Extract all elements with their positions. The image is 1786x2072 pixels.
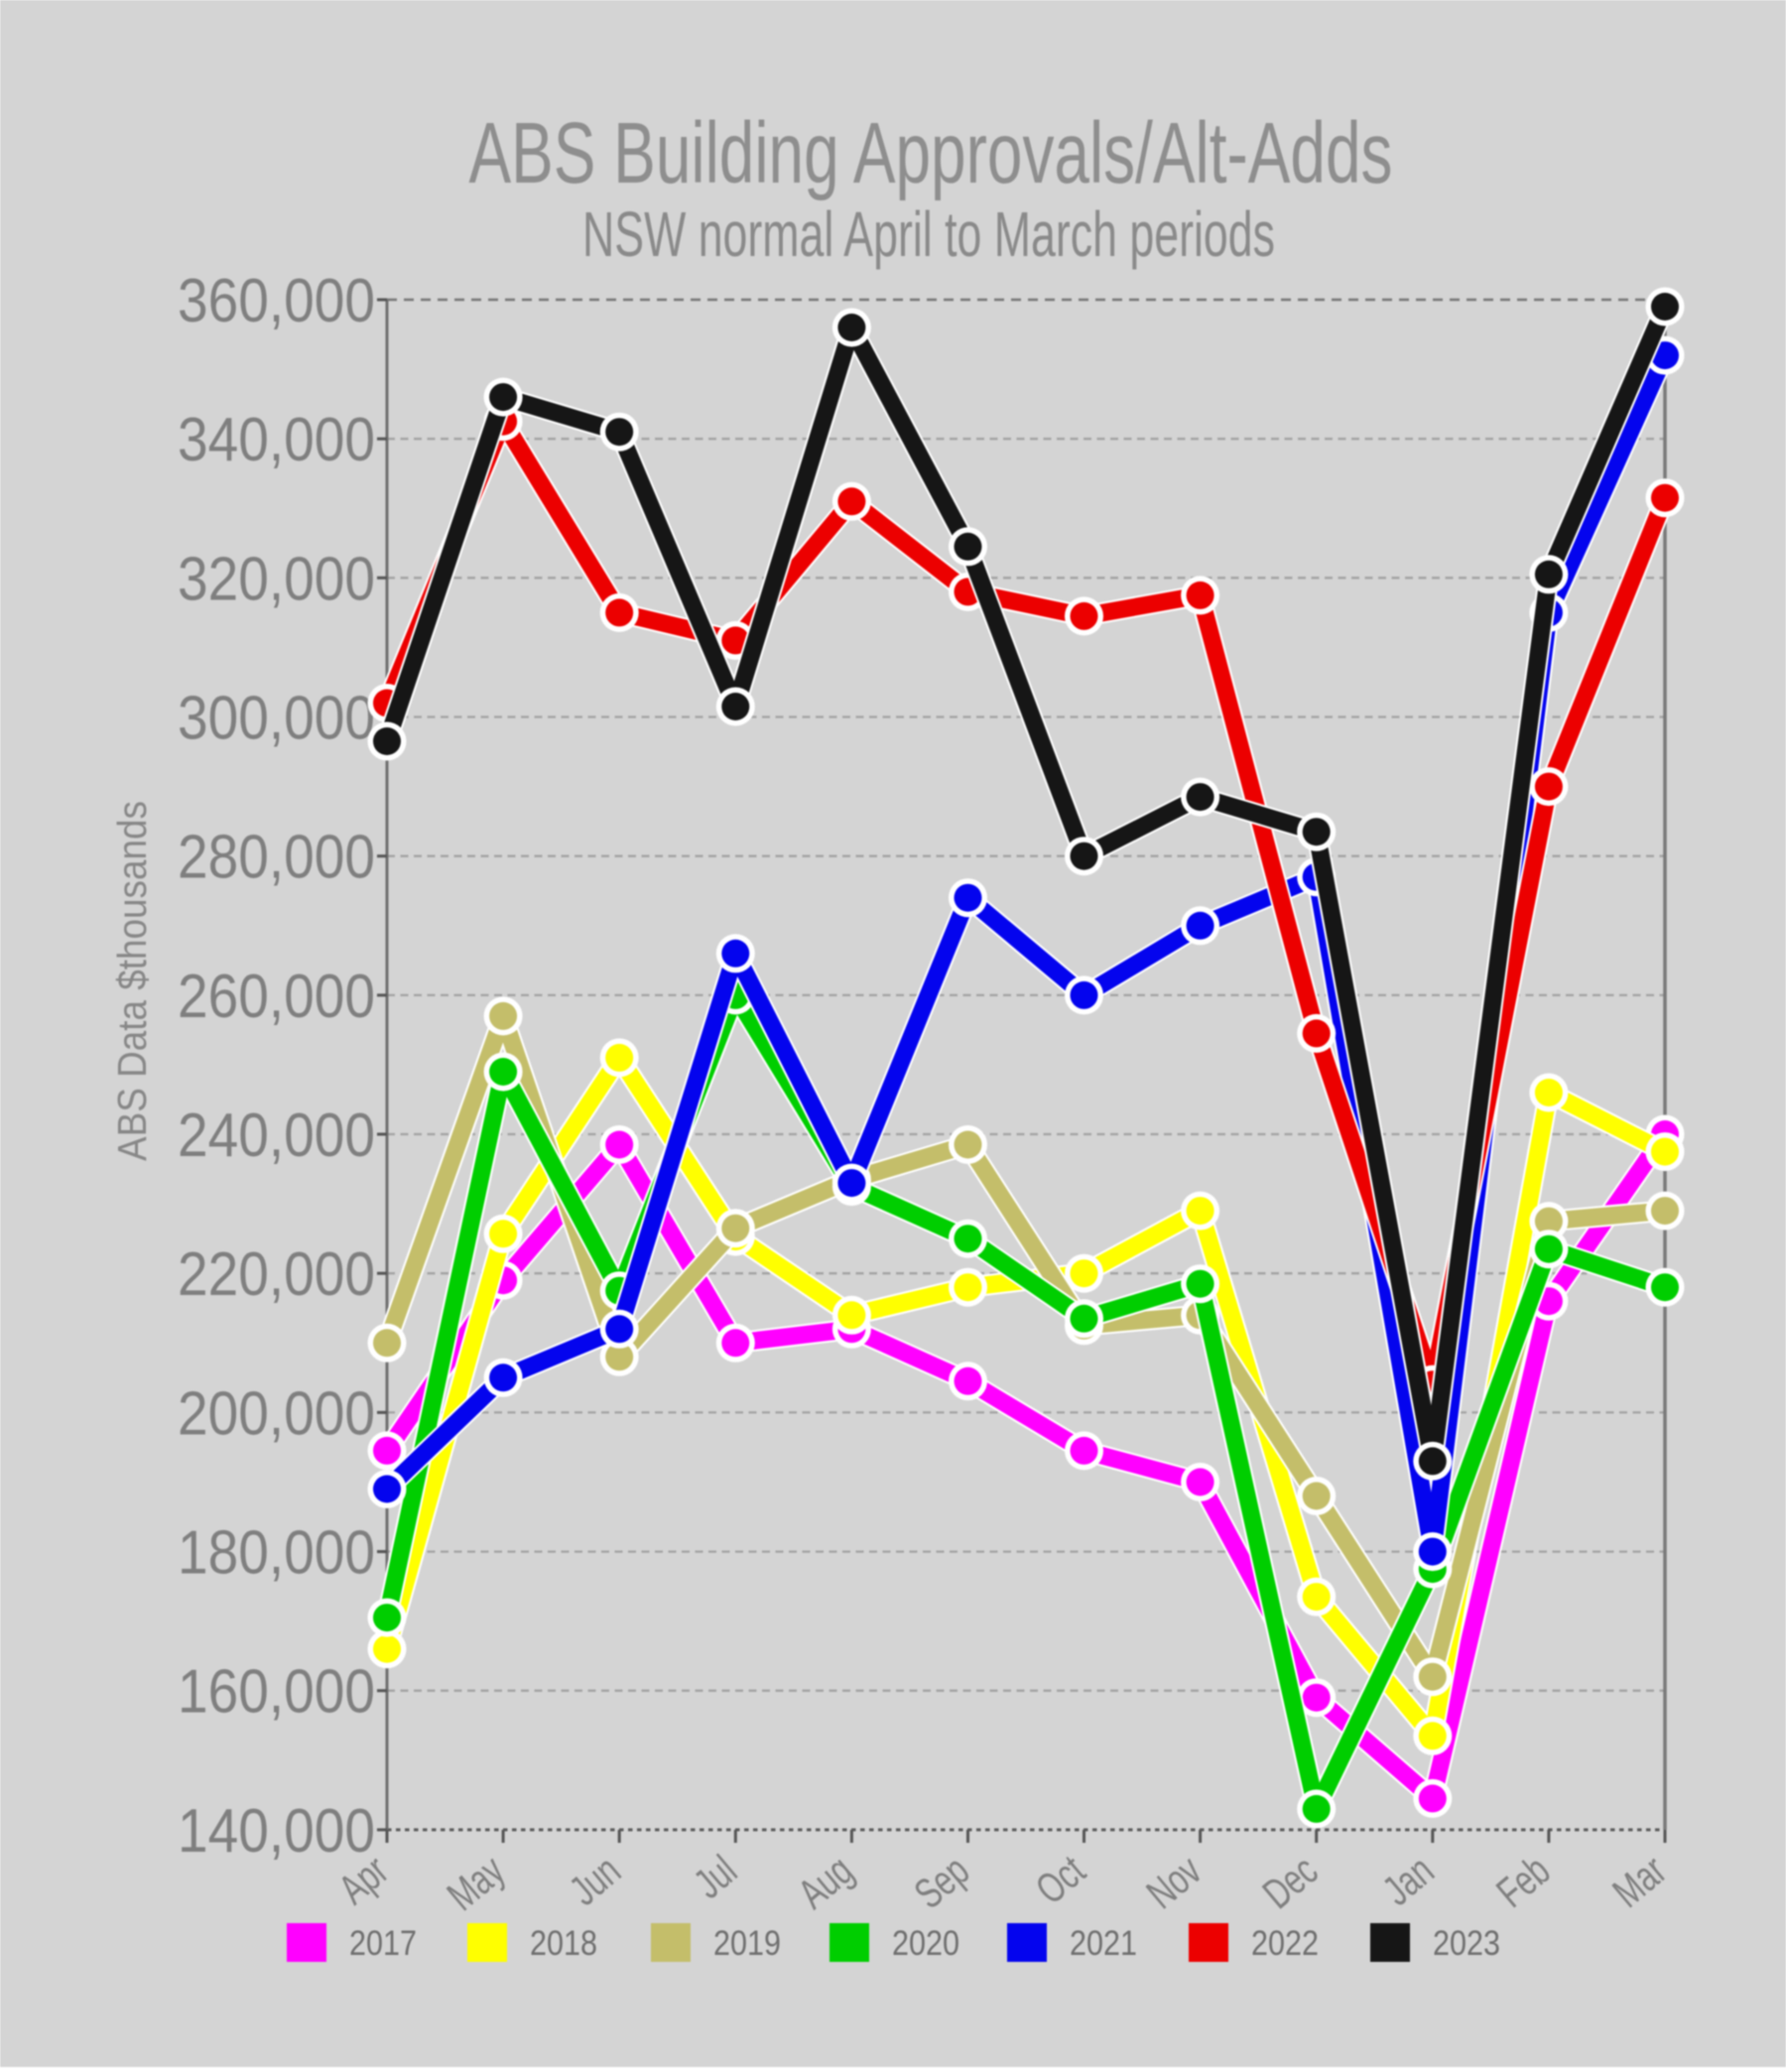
svg-text:2022: 2022 (1251, 1924, 1319, 1963)
svg-text:160,000: 160,000 (178, 1658, 375, 1727)
svg-text:ABS Data $thousands: ABS Data $thousands (109, 801, 155, 1161)
svg-text:2020: 2020 (892, 1924, 959, 1963)
svg-text:220,000: 220,000 (178, 1240, 375, 1309)
svg-text:2018: 2018 (530, 1924, 597, 1963)
svg-text:360,000: 360,000 (178, 267, 375, 335)
svg-text:140,000: 140,000 (178, 1797, 375, 1866)
svg-text:2019: 2019 (713, 1924, 781, 1963)
svg-text:340,000: 340,000 (178, 406, 375, 474)
svg-text:300,000: 300,000 (178, 685, 375, 753)
svg-text:240,000: 240,000 (178, 1101, 375, 1170)
svg-text:2023: 2023 (1433, 1924, 1500, 1963)
svg-text:ABS Building Approvals/Alt-Add: ABS Building Approvals/Alt-Adds (469, 105, 1393, 201)
svg-text:180,000: 180,000 (178, 1519, 375, 1588)
svg-text:320,000: 320,000 (178, 545, 375, 613)
svg-text:2021: 2021 (1070, 1924, 1137, 1963)
svg-text:NSW normal April to March peri: NSW normal April to March periods (582, 198, 1275, 270)
svg-text:200,000: 200,000 (178, 1379, 375, 1448)
svg-text:2017: 2017 (349, 1924, 417, 1963)
svg-text:260,000: 260,000 (178, 963, 375, 1031)
svg-text:280,000: 280,000 (178, 824, 375, 892)
